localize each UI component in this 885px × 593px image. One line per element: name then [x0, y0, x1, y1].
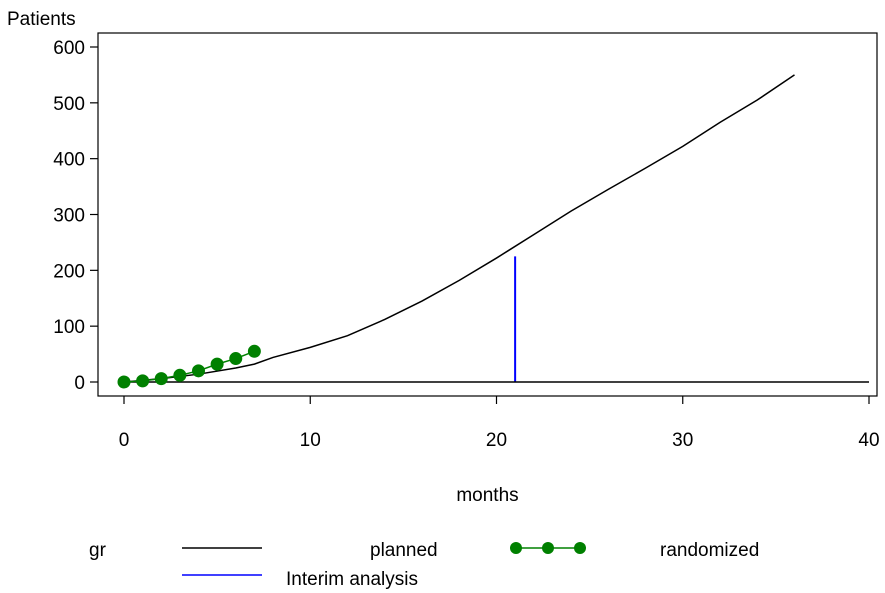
y-tick-label: 600 — [53, 38, 85, 59]
legend-marker-randomized — [574, 542, 586, 554]
reference-lines — [124, 256, 869, 383]
x-tick-label: 10 — [300, 430, 321, 451]
y-tick-label: 400 — [53, 150, 85, 171]
legend-title: gr — [89, 540, 107, 561]
y-tick-label: 300 — [53, 206, 85, 227]
data-point-randomized — [192, 364, 205, 378]
legend-label-planned: planned — [370, 540, 438, 561]
y-axis-title: Patients — [7, 9, 76, 30]
x-tick-label: 20 — [486, 430, 507, 451]
x-tick-label: 0 — [119, 430, 130, 451]
legend-label-randomized: randomized — [660, 540, 759, 561]
data-point-randomized — [247, 344, 261, 358]
legend: gr planned randomized Interim analysis — [89, 540, 759, 590]
data-point-randomized — [154, 372, 168, 386]
y-tick-label: 200 — [53, 261, 85, 282]
series-group — [117, 74, 795, 389]
axes: Patients months 0 100 200 300 400 500 600 0 10 20… — [7, 9, 880, 506]
data-point-randomized — [229, 352, 243, 366]
plot-frame — [97, 32, 878, 397]
y-tick-label: 500 — [53, 94, 85, 115]
series-line-planned — [123, 74, 795, 383]
legend-marker-randomized — [510, 542, 522, 554]
x-tick-label: 40 — [858, 430, 879, 451]
legend-marker-randomized — [542, 542, 554, 554]
plot-area-border — [97, 32, 878, 397]
data-point-randomized — [173, 368, 187, 382]
y-tick-label: 100 — [53, 317, 85, 338]
legend-label-interim-analysis: Interim analysis — [286, 569, 418, 590]
x-tick-label: 30 — [672, 430, 693, 451]
data-point-randomized — [210, 357, 224, 371]
x-axis-title: months — [456, 485, 518, 506]
y-tick-label: 0 — [74, 373, 85, 394]
data-point-randomized — [117, 375, 131, 389]
data-point-randomized — [136, 374, 150, 388]
